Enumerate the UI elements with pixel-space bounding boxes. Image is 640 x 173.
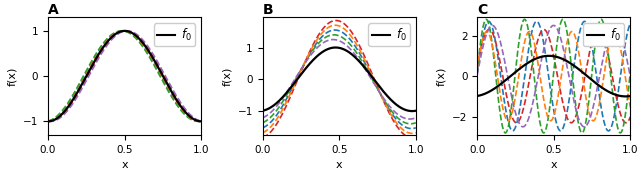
Text: A: A	[48, 3, 59, 17]
Text: B: B	[262, 3, 273, 17]
Legend: $f_0$: $f_0$	[369, 23, 410, 46]
X-axis label: x: x	[336, 160, 342, 170]
Legend: $f_0$: $f_0$	[583, 23, 625, 46]
X-axis label: x: x	[122, 160, 128, 170]
Legend: $f_0$: $f_0$	[154, 23, 195, 46]
Y-axis label: f(x): f(x)	[7, 66, 17, 86]
X-axis label: x: x	[550, 160, 557, 170]
Text: C: C	[477, 3, 488, 17]
Y-axis label: f(x): f(x)	[436, 66, 447, 86]
Y-axis label: f(x): f(x)	[222, 66, 232, 86]
